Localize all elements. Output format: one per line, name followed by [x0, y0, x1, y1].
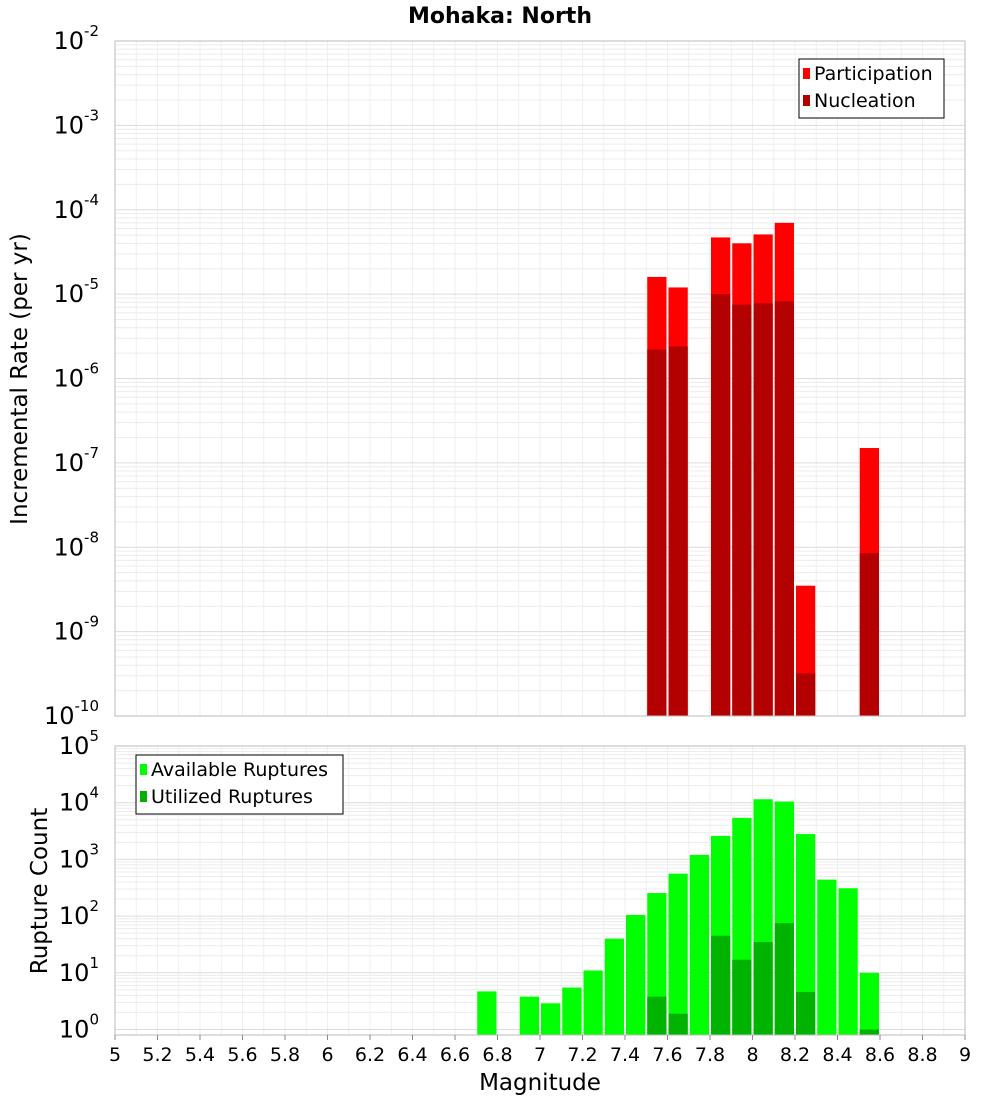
x-tick-label: 7.2: [567, 1044, 597, 1066]
bottom-bars: [477, 799, 879, 1035]
x-tick-label: 6.2: [355, 1044, 385, 1066]
y-tick-label: 10-8: [53, 528, 99, 561]
x-tick-label: 6.8: [482, 1044, 512, 1066]
y-tick-label: 10-4: [53, 191, 99, 224]
y-tick-label: 10-6: [53, 360, 99, 393]
bar-available-ruptures-8.45: [838, 888, 858, 1035]
top-plot-frame: [114, 40, 966, 717]
bar-available-ruptures-8.35: [817, 879, 837, 1035]
x-tick-label: 6.6: [440, 1044, 470, 1066]
bar-available-ruptures-6.95: [519, 996, 539, 1035]
x-ticks: 5 5.2 5.4 5.6 5.8 6 6.2 6.4 6.6 6.8 7 7.2 7.4 7.6 7.8 8…: [109, 1035, 971, 1066]
y-tick-label: 10-5: [53, 275, 99, 308]
legend-swatch: [140, 764, 147, 775]
x-tick-label: 7: [534, 1044, 546, 1066]
x-tick-label: 5.6: [227, 1044, 257, 1066]
y-tick-label: 10-7: [53, 444, 99, 477]
x-tick-label: 6.4: [397, 1044, 427, 1066]
legend-label: Nucleation: [814, 90, 916, 112]
top-legend: Participation Nucleation: [798, 58, 945, 119]
bar-nucleation-8.55: [859, 553, 879, 716]
legend-swatch: [803, 95, 810, 106]
y-tick-label: 105: [59, 727, 99, 760]
bar-available-ruptures-7.25: [583, 970, 603, 1035]
x-tick-label: 8.6: [865, 1044, 895, 1066]
chart-title: Mohaka: North: [408, 4, 592, 29]
x-tick-label: 8.4: [822, 1044, 852, 1066]
top-y-ticks: 10-10 10-9 10-8 10-7 10-6 10-5 10-4 10-3 10-2: [44, 22, 99, 730]
x-tick-label: 8.8: [907, 1044, 937, 1066]
bar-utilized-ruptures-7.65: [668, 1013, 688, 1035]
x-tick-label: 8: [746, 1044, 758, 1066]
bar-utilized-ruptures-7.85: [711, 935, 731, 1035]
x-tick-label: 8.2: [780, 1044, 810, 1066]
bar-nucleation-8.05: [753, 303, 773, 716]
legend-label: Utilized Ruptures: [151, 786, 313, 808]
bar-available-ruptures-7.15: [562, 987, 582, 1035]
x-tick-label: 6: [321, 1044, 333, 1066]
legend-box: [135, 754, 344, 815]
rupture-count-plot: 100 101 102 103 104 105 5 5.2 5.4 5.6 5.8 6 6.2 6.4 6…: [27, 727, 971, 1096]
y-tick-label: 103: [59, 840, 99, 873]
legend-swatch: [140, 791, 147, 802]
y-tick-label: 102: [59, 897, 99, 930]
bar-available-ruptures-7.75: [689, 854, 709, 1035]
bottom-y-ticks: 100 101 102 103 104 105: [59, 727, 99, 1044]
bar-nucleation-7.55: [647, 349, 667, 716]
bar-nucleation-8.15: [774, 301, 794, 716]
bar-nucleation-7.85: [711, 294, 731, 716]
y-tick-label: 101: [59, 954, 99, 987]
bar-utilized-ruptures-8.15: [774, 923, 794, 1035]
bar-nucleation-7.95: [732, 304, 752, 716]
bar-utilized-ruptures-7.95: [732, 959, 752, 1035]
bar-utilized-ruptures-7.55: [647, 996, 667, 1035]
x-axis-label: Magnitude: [479, 1070, 601, 1096]
bar-available-ruptures-7.05: [541, 1003, 561, 1035]
x-tick-label: 5.2: [142, 1044, 172, 1066]
top-y-axis-label: Incremental Rate (per yr): [7, 233, 33, 525]
bottom-legend: Available Ruptures Utilized Ruptures: [135, 754, 344, 815]
participation-plot: 10-10 10-9 10-8 10-7 10-6 10-5 10-4 10-3 10-2 In…: [7, 22, 966, 730]
bar-available-ruptures-7.65: [668, 873, 688, 1035]
y-tick-label: 100: [59, 1011, 99, 1044]
legend-label: Participation: [814, 63, 933, 85]
bar-utilized-ruptures-8.25: [796, 991, 816, 1035]
y-tick-label: 10-2: [53, 22, 99, 55]
bar-nucleation-8.25: [796, 673, 816, 716]
x-tick-label: 7.4: [610, 1044, 640, 1066]
bar-nucleation-7.65: [668, 346, 688, 716]
bar-available-ruptures-8.55: [859, 972, 879, 1035]
bar-available-ruptures-6.75: [477, 991, 497, 1035]
bar-utilized-ruptures-8.05: [753, 941, 773, 1035]
x-tick-label: 9: [959, 1044, 971, 1066]
top-bars: [647, 222, 879, 717]
x-tick-label: 5: [109, 1044, 121, 1066]
y-tick-label: 10-10: [44, 697, 99, 730]
x-tick-label: 5.4: [185, 1044, 215, 1066]
legend-label: Available Ruptures: [151, 759, 328, 781]
bar-available-ruptures-7.45: [626, 914, 646, 1035]
y-tick-label: 104: [59, 784, 99, 817]
legend-swatch: [803, 68, 810, 79]
top-grid: [114, 41, 966, 717]
bottom-y-axis-label: Rupture Count: [27, 808, 53, 974]
x-tick-label: 7.6: [652, 1044, 682, 1066]
y-tick-label: 10-3: [53, 106, 99, 139]
bar-utilized-ruptures-8.55: [859, 1029, 879, 1035]
bar-available-ruptures-8.25: [796, 834, 816, 1035]
y-tick-label: 10-9: [53, 613, 99, 646]
x-tick-label: 7.8: [695, 1044, 725, 1066]
legend-box: [798, 58, 945, 119]
x-tick-label: 5.8: [270, 1044, 300, 1066]
bar-available-ruptures-7.35: [604, 938, 624, 1035]
